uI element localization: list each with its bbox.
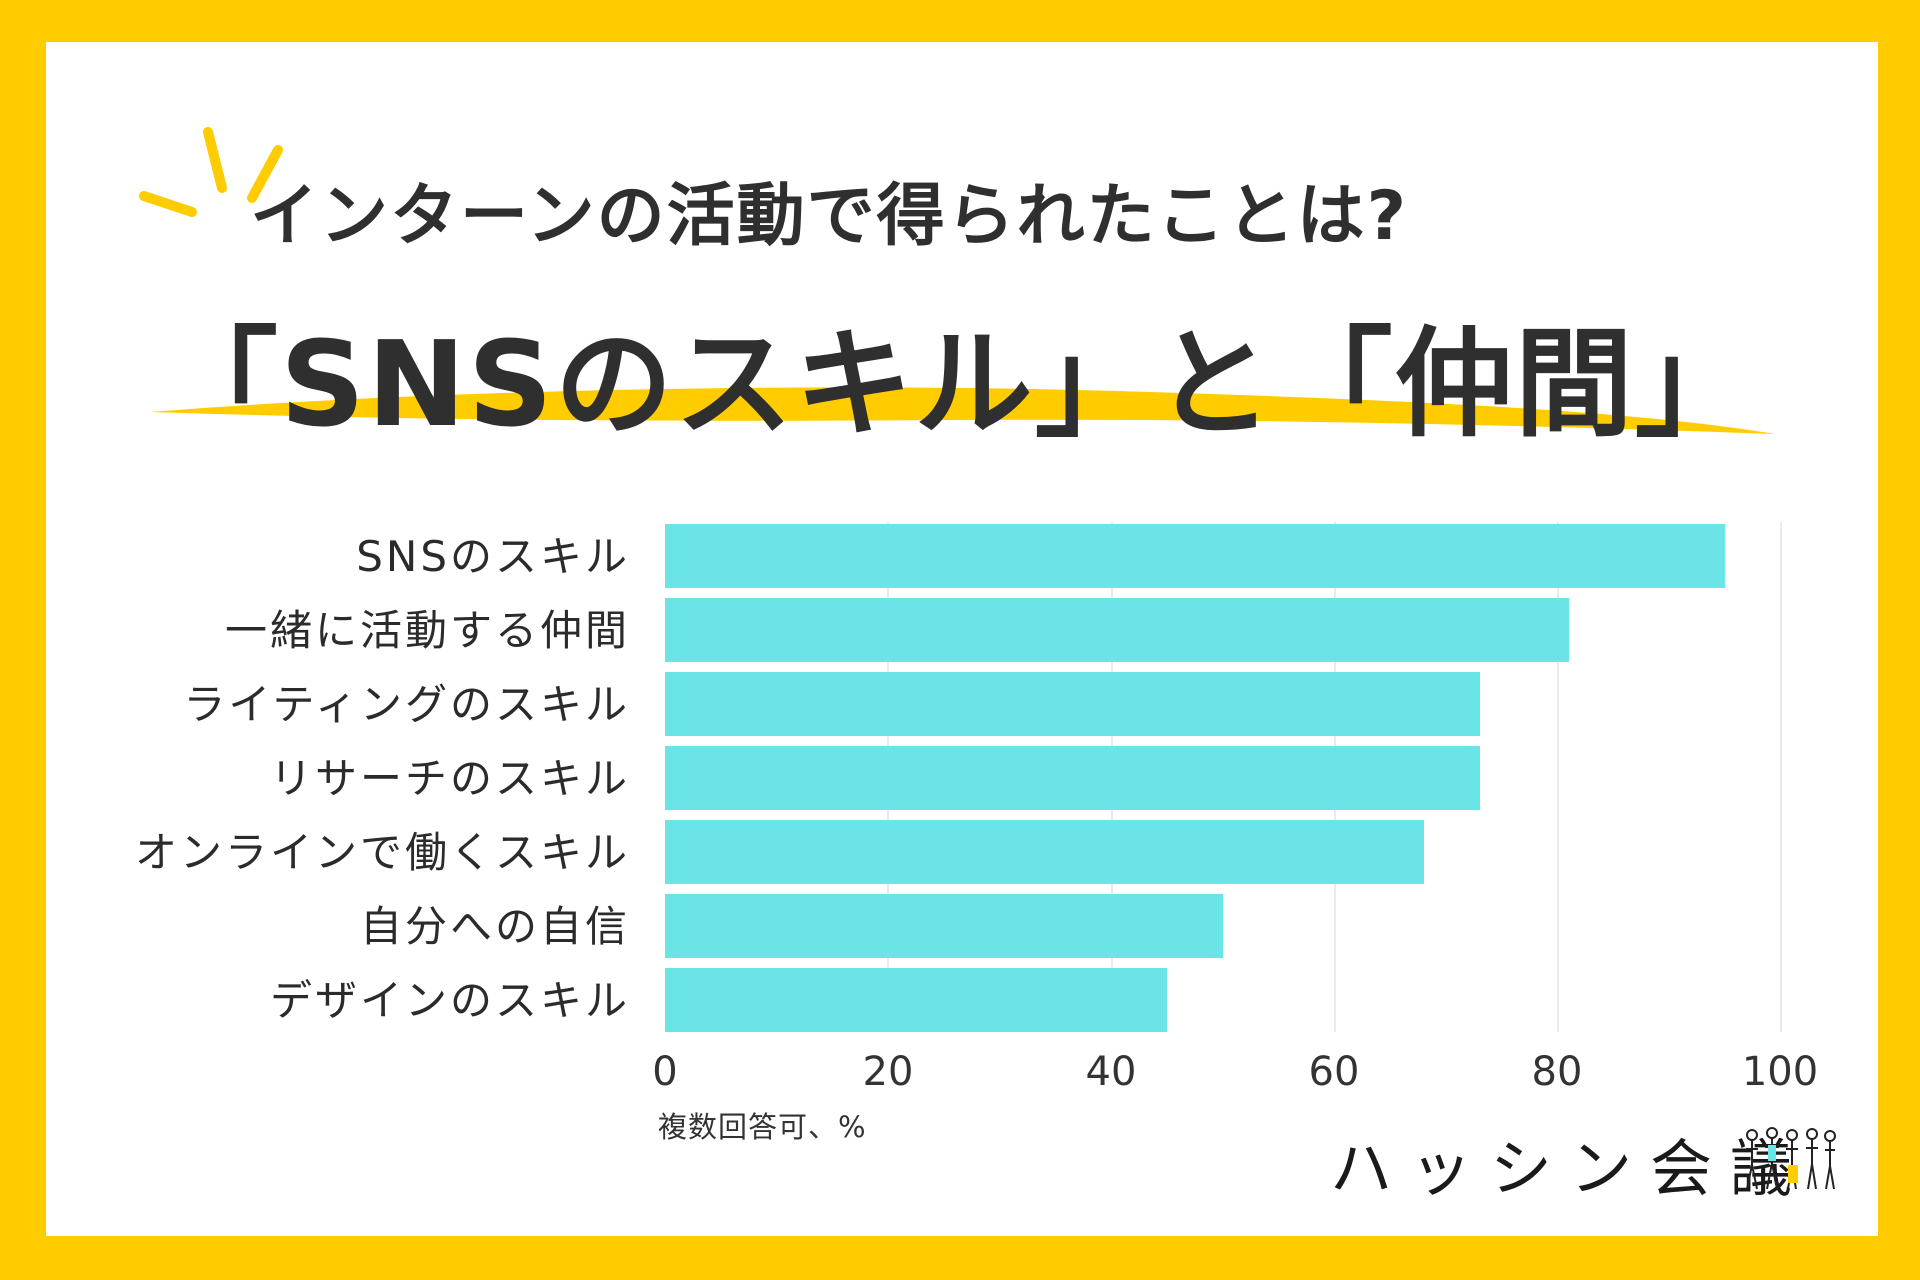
bar [665, 672, 1480, 736]
bar [665, 524, 1726, 588]
bar [665, 746, 1480, 810]
category-label: リサーチのスキル [269, 754, 630, 803]
bar [665, 968, 1168, 1032]
category-label: オンラインで働くスキル [134, 828, 630, 877]
category-label: SNSのスキル [356, 532, 630, 581]
x-tick-label: 0 [652, 1049, 678, 1095]
bar [665, 894, 1223, 958]
x-tick-label: 60 [1308, 1049, 1360, 1095]
x-tick-label: 80 [1531, 1049, 1583, 1095]
category-label: 一緒に活動する仲間 [224, 606, 630, 655]
chart-subtitle: インターンの活動で得られたことは? [250, 177, 1409, 256]
brush-underline [150, 387, 1775, 434]
gridline [1557, 522, 1559, 1032]
axis-note: 複数回答可、% [658, 1110, 867, 1144]
x-tick-label: 40 [1085, 1049, 1137, 1095]
brand-logo-text: ハッシン会議 [1330, 1132, 1811, 1205]
people-illustration-icon [1746, 1127, 1836, 1190]
category-label: デザインのスキル [269, 976, 630, 1025]
sparkle-icon [139, 127, 283, 217]
x-tick-label: 20 [862, 1049, 914, 1095]
bar [665, 820, 1424, 884]
category-label: ライティングのスキル [183, 680, 630, 729]
x-tick-label: 100 [1741, 1049, 1819, 1095]
gridline [1780, 522, 1782, 1032]
chart-title: 「SNSのスキル」と「仲間」 [160, 315, 1755, 453]
category-label: 自分への自信 [359, 902, 630, 951]
bar [665, 598, 1569, 662]
